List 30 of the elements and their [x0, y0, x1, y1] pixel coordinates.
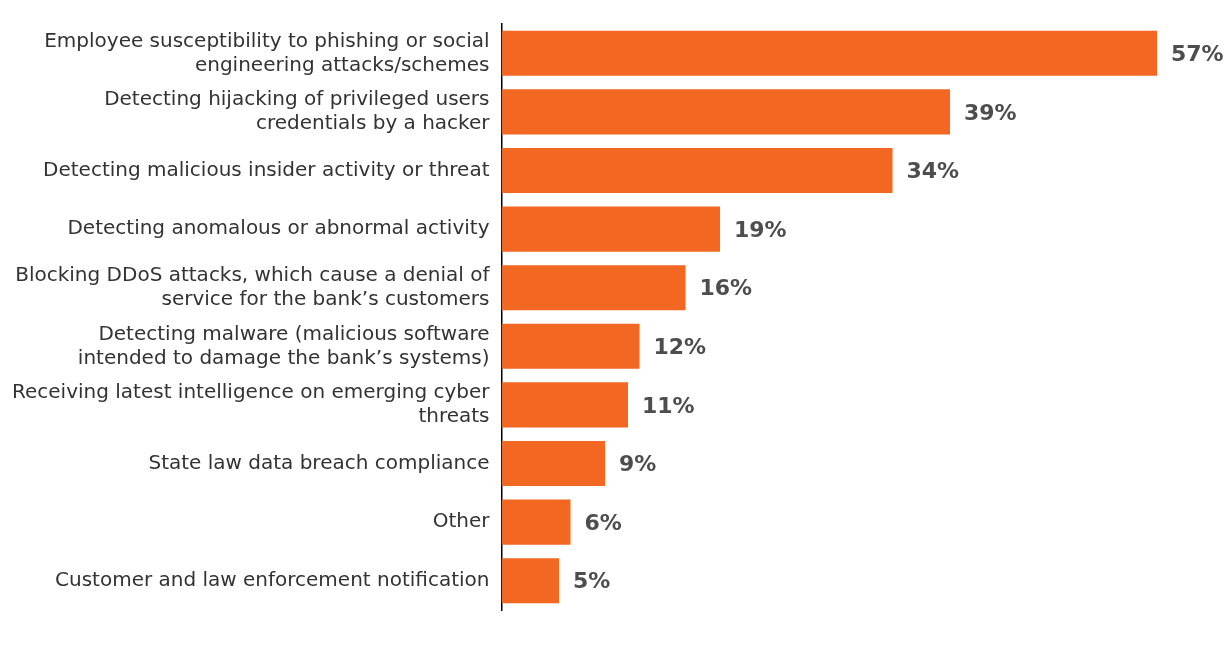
y-tick-label: Detecting malware (malicious software intended to damage the bank’s systems) [77, 320, 490, 369]
data-label: 57% [1171, 41, 1224, 67]
data-label: 19% [734, 216, 787, 242]
bar [501, 499, 571, 545]
data-label: 5% [573, 568, 611, 594]
bar [501, 147, 893, 194]
data-label: 11% [642, 392, 695, 418]
bar [501, 440, 606, 487]
y-tick-label: Receiving latest intelligence on emerging cyber threats [11, 379, 491, 428]
bar [501, 382, 629, 428]
data-label: 16% [699, 275, 753, 301]
bar [501, 89, 950, 135]
y-tick-label: Detecting anomalous or abnormal activity [67, 215, 490, 240]
y-tick-label: Employee susceptibility to phishing or social engineering attacks/schemes [44, 27, 490, 76]
data-label: 39% [964, 99, 1017, 125]
y-tick-label: Detecting hijacking of privileged users credentials by a hacker [104, 86, 491, 135]
y-tick-label: Other [432, 508, 491, 533]
y-tick-label: Detecting malicious insider activity or threat [43, 156, 490, 181]
bar [501, 206, 721, 252]
bar [501, 30, 1157, 76]
bar [501, 323, 640, 369]
bar [501, 265, 686, 311]
data-label: 9% [619, 451, 657, 477]
y-tick-label: Blocking DDoS attacks, which cause a denial of service for the bank’s customers [15, 261, 491, 310]
y-tick-label: State law data breach compliance [148, 449, 490, 474]
data-label: 34% [906, 158, 960, 184]
data-label: 12% [653, 334, 707, 360]
bar [501, 558, 560, 604]
data-label: 6% [584, 509, 622, 535]
y-tick-label: Customer and law enforcement notification [55, 566, 490, 591]
